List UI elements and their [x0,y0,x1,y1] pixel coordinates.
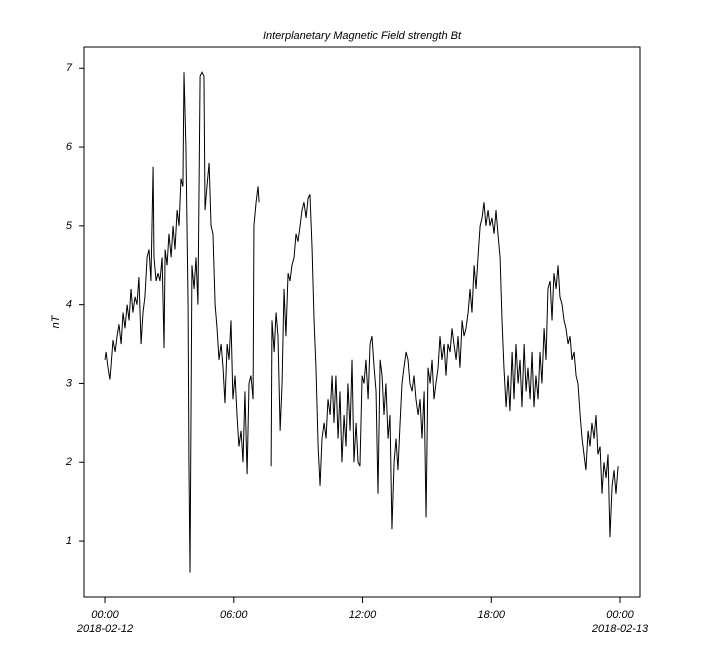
y-tick-label: 1 [66,535,72,547]
y-tick-label: 3 [66,377,73,389]
x-tick-label: 06:00 [220,609,248,621]
y-tick-label: 4 [66,299,72,311]
x-date-label: 2018-02-12 [76,623,133,635]
chart-title: Interplanetary Magnetic Field strength B… [263,30,462,42]
y-axis-label: nT [50,314,62,328]
y-tick-label: 7 [66,62,73,74]
y-tick-label: 2 [65,456,72,468]
y-tick-label: 6 [66,141,73,153]
x-tick-label: 00:00 [606,609,634,621]
data-line [104,71,619,573]
x-date-label: 2018-02-13 [591,623,649,635]
x-tick-label: 00:00 [91,609,119,621]
x-tick-label: 12:00 [349,609,377,621]
x-tick-label: 18:00 [478,609,506,621]
plot-frame [83,46,641,598]
y-tick-label: 5 [66,220,73,232]
